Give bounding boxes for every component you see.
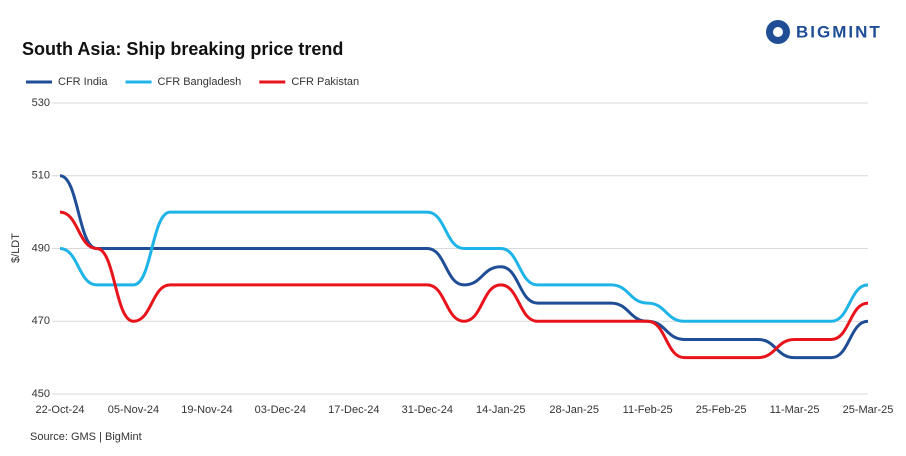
x-tick-label: 31-Dec-24 <box>402 404 453 416</box>
y-tick-label: 510 <box>32 170 50 182</box>
x-tick-label: 19-Nov-24 <box>181 404 232 416</box>
series-line <box>59 210 869 360</box>
series-line <box>59 210 869 323</box>
logo: BIGMINT <box>766 20 882 44</box>
legend-label: CFR India <box>58 76 108 88</box>
y-tick-label: 450 <box>32 388 50 400</box>
source: Source: GMS | BigMint <box>30 431 142 443</box>
y-axis-label: $/LDT <box>10 233 22 263</box>
x-tick-label: 14-Jan-25 <box>476 404 526 416</box>
x-tick-label: 11-Feb-25 <box>623 404 673 416</box>
chart-title: South Asia: Ship breaking price trend <box>22 39 343 59</box>
legend-label: CFR Bangladesh <box>158 76 242 88</box>
logo-text: BIGMINT <box>796 22 882 41</box>
x-tick-label: 17-Dec-24 <box>328 404 379 416</box>
x-tick-label: 11-Mar-25 <box>770 404 820 416</box>
logo-icon-inner <box>773 27 783 37</box>
series-line <box>59 174 869 360</box>
x-tick-label: 28-Jan-25 <box>549 404 599 416</box>
x-tick-label: 05-Nov-24 <box>108 404 159 416</box>
y-tick-label: 490 <box>32 242 50 254</box>
y-tick-label: 530 <box>32 97 50 109</box>
x-tick-label: 25-Feb-25 <box>696 404 747 416</box>
x-tick-label: 03-Dec-24 <box>255 404 306 416</box>
x-tick-label: 25-Mar-25 <box>843 404 894 416</box>
legend-label: CFR Pakistan <box>291 76 359 88</box>
x-tick-label: 22-Oct-24 <box>36 404 85 416</box>
y-tick-label: 470 <box>32 315 50 327</box>
